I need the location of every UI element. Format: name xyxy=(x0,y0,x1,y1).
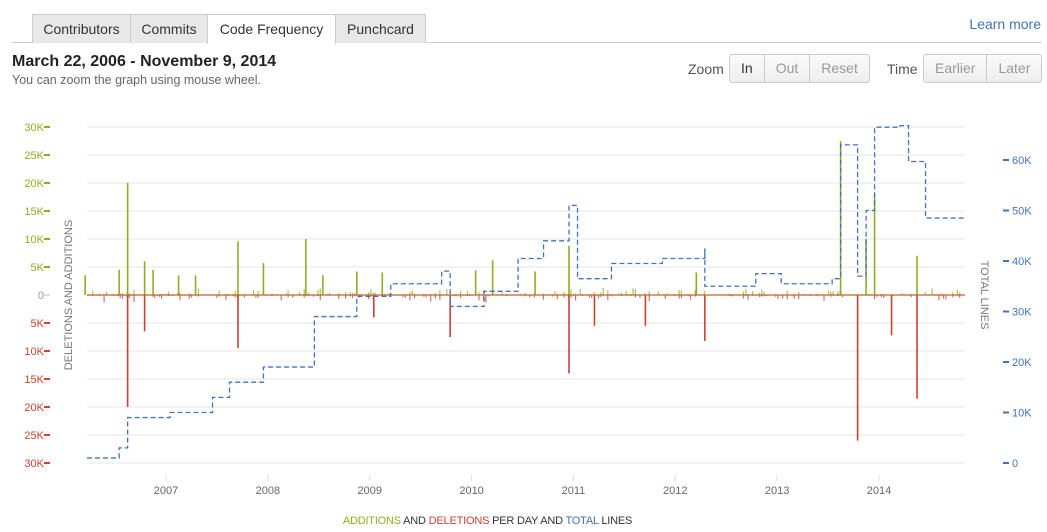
right-axis-tick-label: 50K xyxy=(1012,206,1032,218)
left-axis-tick-label: 5K xyxy=(31,262,45,274)
x-axis-tick-label: 2012 xyxy=(663,485,687,497)
left-axis-tick-label: 30K xyxy=(24,458,44,470)
total-lines-series[interactable] xyxy=(87,125,965,459)
zoom-label: Zoom xyxy=(688,61,724,77)
left-axis-tick-label: 0 xyxy=(38,290,44,302)
right-axis-tick-label: 30K xyxy=(1012,307,1032,319)
left-axis-tick-label: 30K xyxy=(24,122,44,134)
tab-commits[interactable]: Commits xyxy=(130,14,208,43)
x-axis-tick-label: 2014 xyxy=(867,485,891,497)
code-frequency-chart[interactable]: 30K 25K 20K 15K 10K 5K 0 5K 10K 15K 20K 25K 30K 60K 50… xyxy=(0,110,1047,532)
legend-text: PER DAY AND xyxy=(489,515,566,527)
legend-total: TOTAL xyxy=(565,515,599,527)
legend-additions: ADDITIONS xyxy=(342,515,401,527)
zoom-button-group: In Out Reset xyxy=(729,54,870,83)
zoom-in-button[interactable]: In xyxy=(730,55,765,82)
zoom-hint: You can zoom the graph using mouse wheel… xyxy=(12,73,262,87)
left-axis-tick-label: 25K xyxy=(24,150,44,162)
legend-text: LINES xyxy=(598,515,633,527)
tab-contributors[interactable]: Contributors xyxy=(32,14,131,43)
x-axis-tick-label: 2011 xyxy=(562,485,586,497)
time-later-button[interactable]: Later xyxy=(998,60,1031,76)
left-axis-title: DELETIONS AND ADDITIONS xyxy=(63,220,75,370)
time-earlier-button[interactable]: Earlier xyxy=(924,55,988,82)
left-axis-tick-label: 20K xyxy=(24,178,44,190)
tab-bar: Contributors Commits Code Frequency Punc… xyxy=(12,14,1041,44)
x-axis-tick-label: 2008 xyxy=(256,485,280,497)
x-axis-tick-label: 2013 xyxy=(765,485,789,497)
left-axis-tick-label: 15K xyxy=(24,374,44,386)
zoom-reset-button[interactable]: Reset xyxy=(821,60,858,76)
legend-text: AND xyxy=(400,515,429,527)
zoom-out-button[interactable]: Out xyxy=(765,55,811,82)
right-axis-tick-label: 0 xyxy=(1012,458,1018,470)
time-button-group: Earlier Later xyxy=(923,54,1043,83)
left-axis-tick-label: 20K xyxy=(24,402,44,414)
right-axis-tick-label: 10K xyxy=(1012,408,1032,420)
tab-code-frequency[interactable]: Code Frequency xyxy=(207,14,336,44)
left-axis-tick-label: 15K xyxy=(24,206,44,218)
left-axis-tick-label: 5K xyxy=(31,318,45,330)
x-axis-tick-label: 2009 xyxy=(357,485,381,497)
left-axis-tick-label: 25K xyxy=(24,430,44,442)
left-axis-tick-label: 10K xyxy=(24,346,44,358)
right-axis-title: TOTAL LINES xyxy=(978,261,990,330)
right-axis-tick-label: 60K xyxy=(1012,155,1032,167)
time-label: Time xyxy=(887,61,918,77)
legend-deletions: DELETIONS xyxy=(428,515,490,527)
date-range-title: March 22, 2006 - November 9, 2014 xyxy=(12,53,277,70)
right-axis-tick-label: 20K xyxy=(1012,357,1032,369)
x-axis-tick-label: 2010 xyxy=(459,485,483,497)
tab-punchcard[interactable]: Punchcard xyxy=(335,14,426,43)
learn-more-link[interactable]: Learn more xyxy=(969,16,1041,32)
x-axis-tick-label: 2007 xyxy=(154,485,178,497)
chart-legend: ADDITIONS AND DELETIONS PER DAY AND TOTA… xyxy=(0,515,975,527)
right-axis-tick-label: 40K xyxy=(1012,256,1032,268)
left-axis-tick-label: 10K xyxy=(24,234,44,246)
chart-svg[interactable]: 30K 25K 20K 15K 10K 5K 0 5K 10K 15K 20K 25K 30K 60K 50… xyxy=(0,110,1047,510)
